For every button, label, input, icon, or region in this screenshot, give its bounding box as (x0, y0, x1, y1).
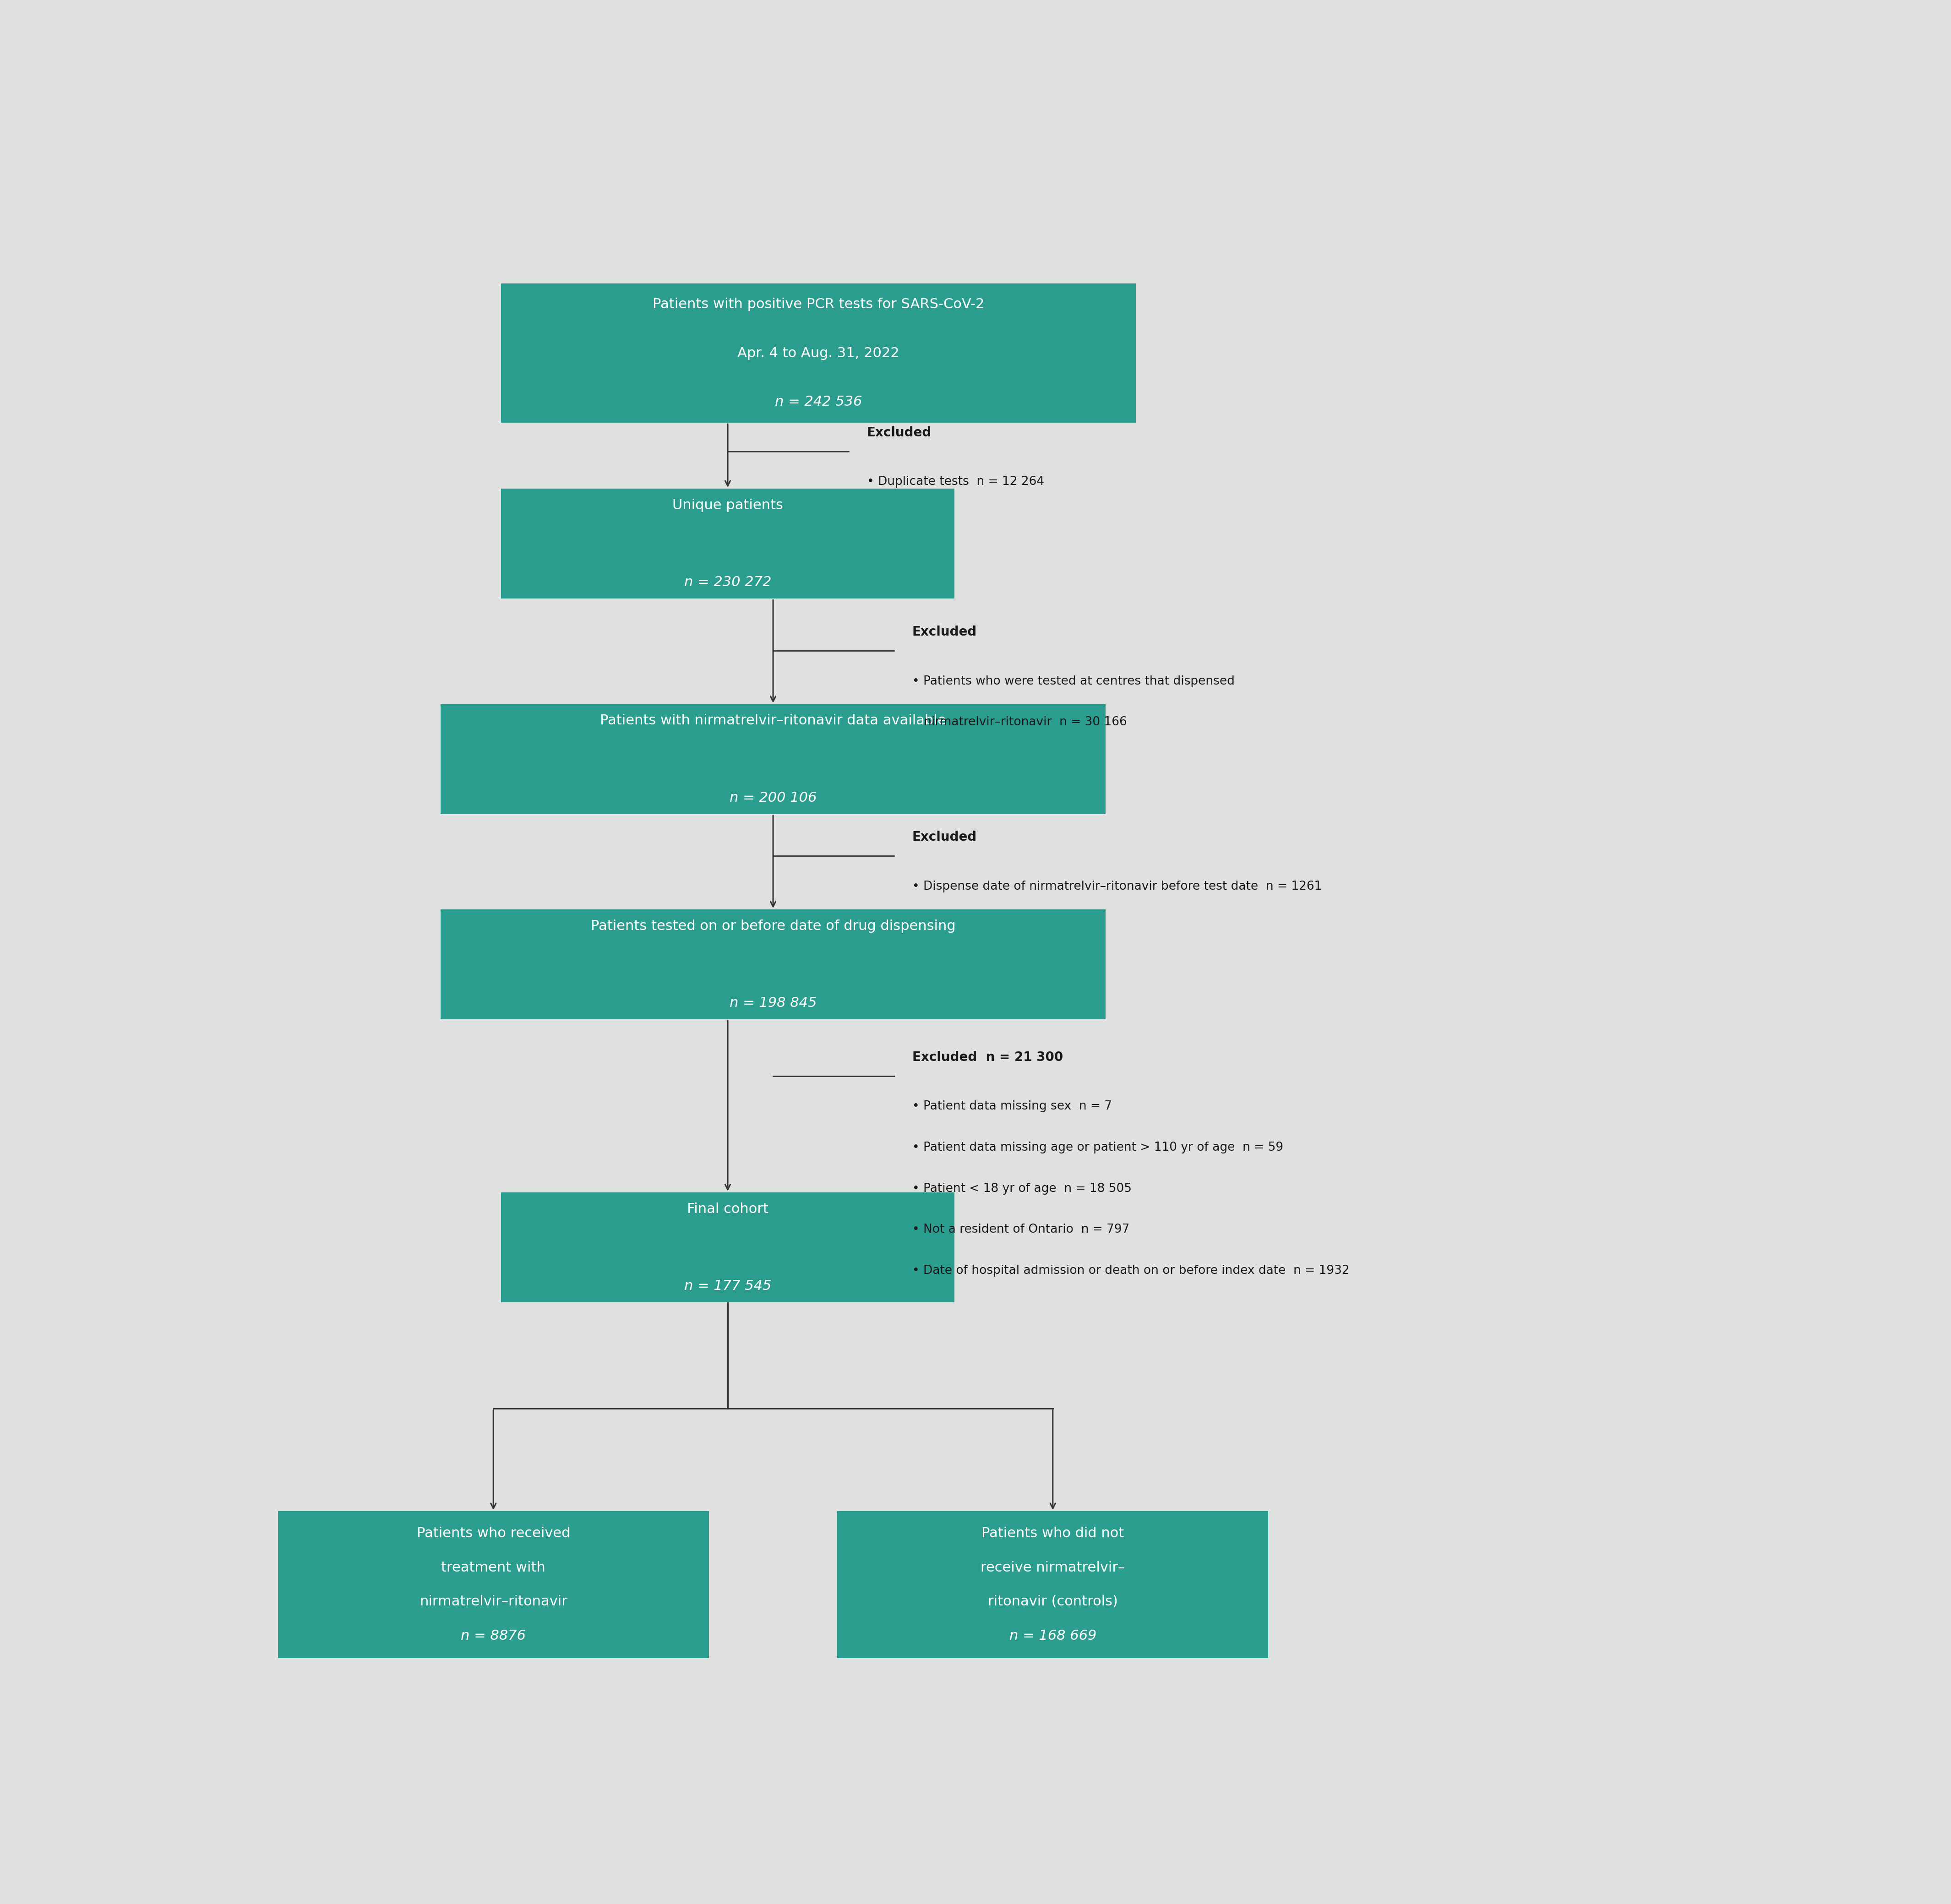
Text: • Patient data missing sex  n = 7: • Patient data missing sex n = 7 (913, 1101, 1112, 1112)
Text: • Patients who were tested at centres that dispensed: • Patients who were tested at centres th… (913, 676, 1235, 687)
Text: • Duplicate tests  n = 12 264: • Duplicate tests n = 12 264 (866, 476, 1044, 487)
Text: Patients with nirmatrelvir–ritonavir data available: Patients with nirmatrelvir–ritonavir dat… (601, 714, 946, 727)
Text: n = 168 669: n = 168 669 (1009, 1630, 1096, 1643)
Text: n = 230 272: n = 230 272 (685, 575, 771, 588)
FancyBboxPatch shape (441, 704, 1106, 815)
Text: nirmatrelvir–ritonavir  n = 30 166: nirmatrelvir–ritonavir n = 30 166 (913, 716, 1128, 729)
Text: Excluded: Excluded (913, 830, 977, 843)
Text: • Patient < 18 yr of age  n = 18 505: • Patient < 18 yr of age n = 18 505 (913, 1182, 1132, 1194)
Text: Excluded: Excluded (913, 626, 977, 638)
FancyBboxPatch shape (501, 284, 1135, 423)
Text: Final cohort: Final cohort (687, 1201, 769, 1215)
Text: Unique patients: Unique patients (673, 499, 782, 512)
FancyBboxPatch shape (837, 1512, 1268, 1658)
Text: ritonavir (controls): ritonavir (controls) (987, 1596, 1118, 1609)
Text: n = 200 106: n = 200 106 (730, 790, 817, 803)
Text: Apr. 4 to Aug. 31, 2022: Apr. 4 to Aug. 31, 2022 (737, 347, 899, 360)
Text: treatment with: treatment with (441, 1561, 546, 1575)
Text: • Patient data missing age or patient > 110 yr of age  n = 59: • Patient data missing age or patient > … (913, 1142, 1284, 1154)
Text: Patients who received: Patients who received (418, 1527, 570, 1540)
Text: • Date of hospital admission or death on or before index date  n = 1932: • Date of hospital admission or death on… (913, 1264, 1350, 1276)
Text: Patients who did not: Patients who did not (981, 1527, 1124, 1540)
Text: receive nirmatrelvir–: receive nirmatrelvir– (981, 1561, 1126, 1575)
Text: • Dispense date of nirmatrelvir–ritonavir before test date  n = 1261: • Dispense date of nirmatrelvir–ritonavi… (913, 880, 1321, 893)
Text: n = 8876: n = 8876 (460, 1630, 527, 1643)
FancyBboxPatch shape (441, 910, 1106, 1019)
Text: Patients tested on or before date of drug dispensing: Patients tested on or before date of dru… (591, 920, 956, 933)
Text: Patients with positive PCR tests for SARS-CoV-2: Patients with positive PCR tests for SAR… (652, 297, 985, 310)
Text: • Not a resident of Ontario  n = 797: • Not a resident of Ontario n = 797 (913, 1224, 1130, 1236)
FancyBboxPatch shape (501, 1192, 954, 1302)
FancyBboxPatch shape (277, 1512, 708, 1658)
Text: n = 242 536: n = 242 536 (775, 396, 862, 409)
Text: n = 177 545: n = 177 545 (685, 1279, 771, 1293)
Text: Excluded: Excluded (866, 426, 931, 440)
Text: n = 198 845: n = 198 845 (730, 996, 817, 1009)
Text: Excluded  n = 21 300: Excluded n = 21 300 (913, 1051, 1063, 1064)
Text: nirmatrelvir–ritonavir: nirmatrelvir–ritonavir (419, 1596, 568, 1609)
FancyBboxPatch shape (501, 489, 954, 598)
